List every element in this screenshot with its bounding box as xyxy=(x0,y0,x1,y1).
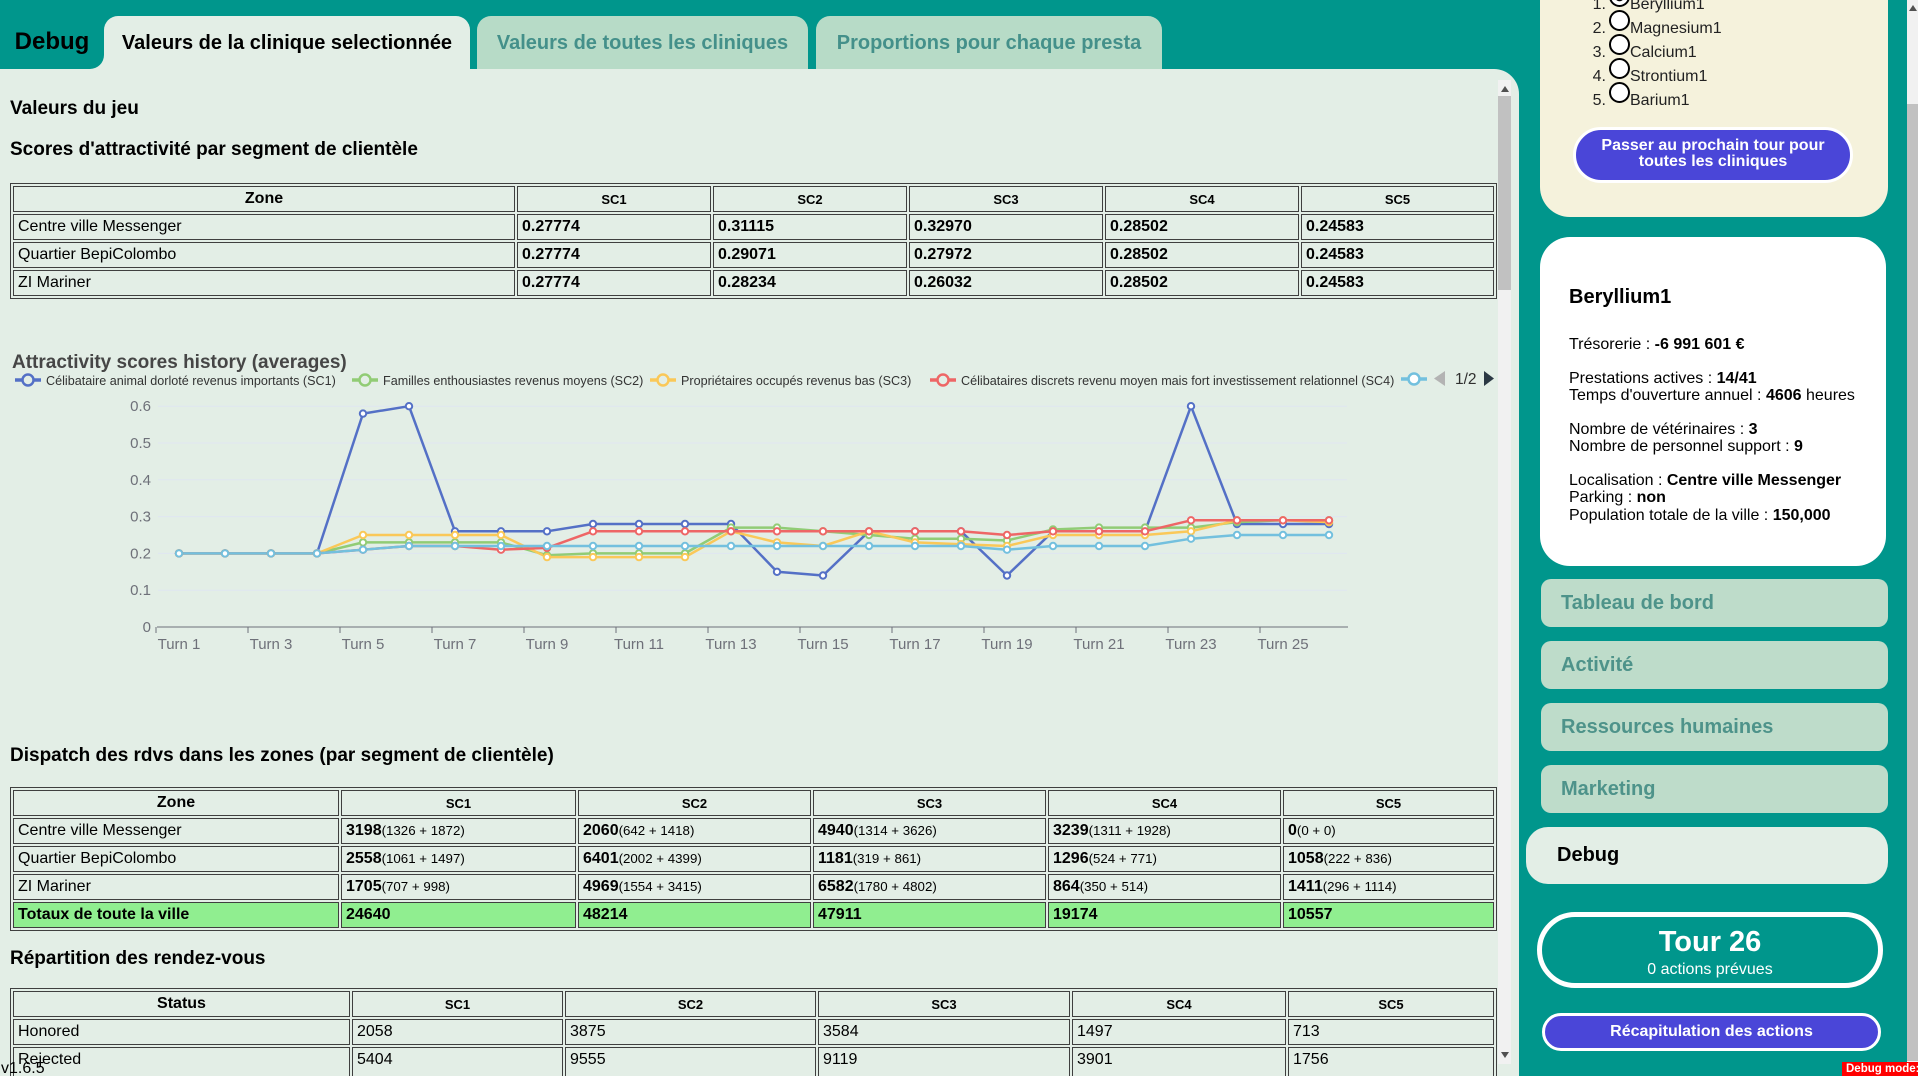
svg-text:0.5: 0.5 xyxy=(130,435,151,452)
svg-text:Turn 11: Turn 11 xyxy=(614,636,664,653)
svg-text:0.6: 0.6 xyxy=(130,398,151,415)
svg-text:0.3: 0.3 xyxy=(130,509,151,526)
svg-text:Turn 25: Turn 25 xyxy=(1257,636,1308,653)
svg-text:Turn 17: Turn 17 xyxy=(889,636,940,653)
svg-text:1/2: 1/2 xyxy=(1455,371,1477,388)
svg-text:Turn 3: Turn 3 xyxy=(250,636,293,653)
svg-text:0: 0 xyxy=(143,619,151,636)
svg-text:Propriétaires occupés revenus: Propriétaires occupés revenus bas (SC3) xyxy=(681,374,911,388)
svg-text:0.2: 0.2 xyxy=(130,545,151,562)
svg-text:0.4: 0.4 xyxy=(130,472,151,489)
svg-text:Turn 5: Turn 5 xyxy=(342,636,385,653)
svg-text:Turn 19: Turn 19 xyxy=(981,636,1032,653)
svg-text:Turn 9: Turn 9 xyxy=(526,636,569,653)
svg-text:Turn 7: Turn 7 xyxy=(434,636,477,653)
svg-text:Turn 21: Turn 21 xyxy=(1073,636,1124,653)
svg-text:Turn 23: Turn 23 xyxy=(1165,636,1216,653)
svg-text:Turn 1: Turn 1 xyxy=(158,636,201,653)
svg-text:Célibataire animal dorloté rev: Célibataire animal dorloté revenus impor… xyxy=(46,374,336,388)
svg-text:0.1: 0.1 xyxy=(130,582,151,599)
svg-text:Attractivity scores history (a: Attractivity scores history (averages) xyxy=(12,352,347,373)
svg-text:Turn 13: Turn 13 xyxy=(705,636,756,653)
svg-text:Turn 15: Turn 15 xyxy=(797,636,848,653)
svg-text:Familles enthousiastes revenus: Familles enthousiastes revenus moyens (S… xyxy=(383,374,643,388)
svg-text:Célibataires discrets revenu m: Célibataires discrets revenu moyen mais … xyxy=(961,374,1394,388)
